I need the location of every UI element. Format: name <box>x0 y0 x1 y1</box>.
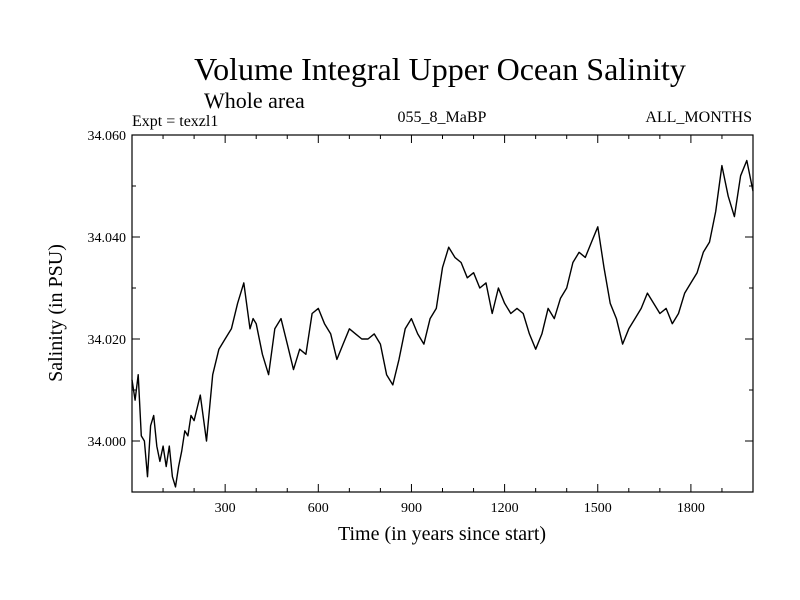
y-tick-label: 34.000 <box>88 435 127 450</box>
months-label: ALL_MONTHS <box>645 109 752 126</box>
x-tick-label: 300 <box>215 501 236 516</box>
y-axis-ticks: 34.000 34.020 34.040 34.060 <box>88 129 753 450</box>
x-tick-label: 900 <box>401 501 422 516</box>
minor-ticks <box>132 135 753 493</box>
y-tick-label: 34.060 <box>88 129 127 144</box>
x-axis-label: Time (in years since start) <box>338 523 546 545</box>
chart-subtitle: Whole area <box>204 88 305 113</box>
x-tick-label: 600 <box>308 501 329 516</box>
experiment-label: Expt = texzl1 <box>132 113 218 130</box>
run-label: 055_8_MaBP <box>398 109 487 126</box>
x-tick-label: 1500 <box>584 501 612 516</box>
y-tick-label: 34.020 <box>88 333 127 348</box>
y-tick-label: 34.040 <box>88 231 127 246</box>
y-axis-label: Salinity (in PSU) <box>45 244 67 382</box>
x-axis-ticks: 300 600 900 1200 1500 1800 <box>215 135 705 516</box>
x-tick-label: 1800 <box>677 501 705 516</box>
chart-title: Volume Integral Upper Ocean Salinity <box>194 51 686 87</box>
salinity-series-line <box>131 159 754 488</box>
x-tick-label: 1200 <box>491 501 519 516</box>
